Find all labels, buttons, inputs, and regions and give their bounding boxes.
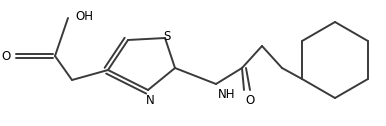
Text: O: O (245, 93, 255, 106)
Text: O: O (2, 50, 11, 62)
Text: N: N (146, 93, 154, 106)
Text: S: S (163, 29, 171, 42)
Text: OH: OH (75, 9, 93, 23)
Text: NH: NH (218, 87, 235, 101)
